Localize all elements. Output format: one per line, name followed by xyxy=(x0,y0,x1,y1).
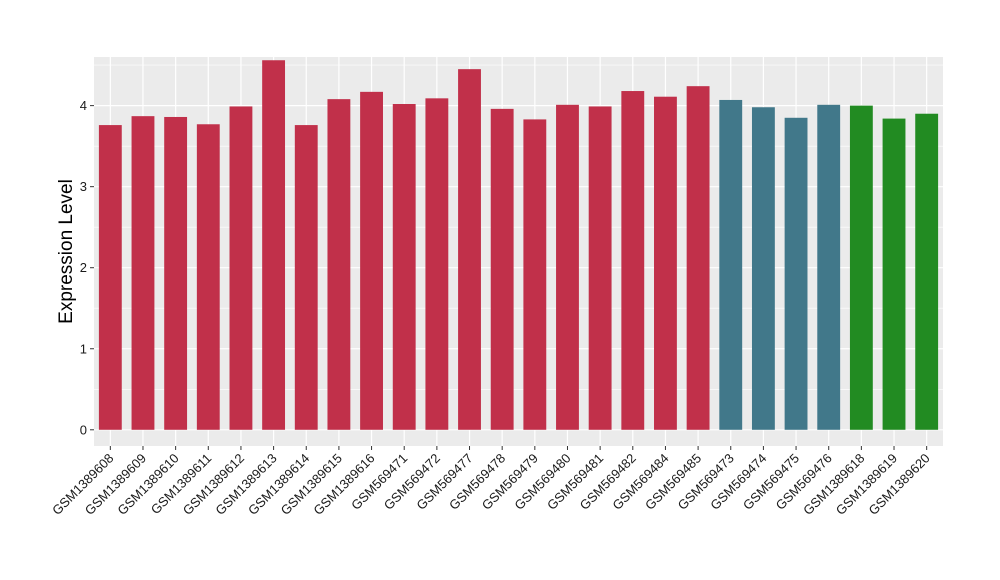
bar-gsm569475 xyxy=(784,117,808,430)
bar-gsm569480 xyxy=(556,104,579,430)
bar-gsm1389614 xyxy=(294,125,318,430)
bar-gsm1389608 xyxy=(98,125,122,430)
bar-gsm569485 xyxy=(686,86,710,430)
y-tick-label: 4 xyxy=(80,98,87,113)
bar-gsm569472 xyxy=(425,98,449,430)
y-tick-label: 1 xyxy=(80,341,87,356)
bar-gsm569474 xyxy=(751,107,775,430)
x-axis: GSM1389608GSM1389609GSM1389610GSM1389611… xyxy=(49,446,933,518)
bar-gsm1389615 xyxy=(327,99,351,430)
bar-gsm569478 xyxy=(490,108,514,430)
bar-gsm569477 xyxy=(458,69,481,430)
bar-gsm1389620 xyxy=(915,113,939,430)
y-tick-label: 3 xyxy=(80,179,87,194)
bar-gsm569476 xyxy=(817,104,841,430)
bar-gsm569473 xyxy=(719,99,743,430)
bar-gsm1389610 xyxy=(164,116,188,430)
y-tick-label: 2 xyxy=(80,260,87,275)
bar-gsm569481 xyxy=(588,106,612,430)
bar-gsm1389619 xyxy=(882,118,906,430)
bar-gsm1389612 xyxy=(229,106,253,430)
bar-gsm1389613 xyxy=(262,60,286,430)
bar-gsm569482 xyxy=(621,91,645,430)
y-axis-title: Expression Level xyxy=(56,179,77,324)
bar-gsm569479 xyxy=(523,119,547,430)
bar-gsm1389616 xyxy=(360,91,383,430)
bars xyxy=(98,60,939,430)
bar-gsm569484 xyxy=(654,96,677,430)
bar-gsm1389609 xyxy=(131,116,155,430)
bar-gsm1389618 xyxy=(849,105,873,430)
y-axis: 0 1 2 3 4 xyxy=(80,98,94,437)
y-tick-label: 0 xyxy=(80,422,87,437)
bar-gsm1389611 xyxy=(196,124,220,430)
plot-panel xyxy=(94,57,943,446)
bar-gsm569471 xyxy=(392,104,416,430)
